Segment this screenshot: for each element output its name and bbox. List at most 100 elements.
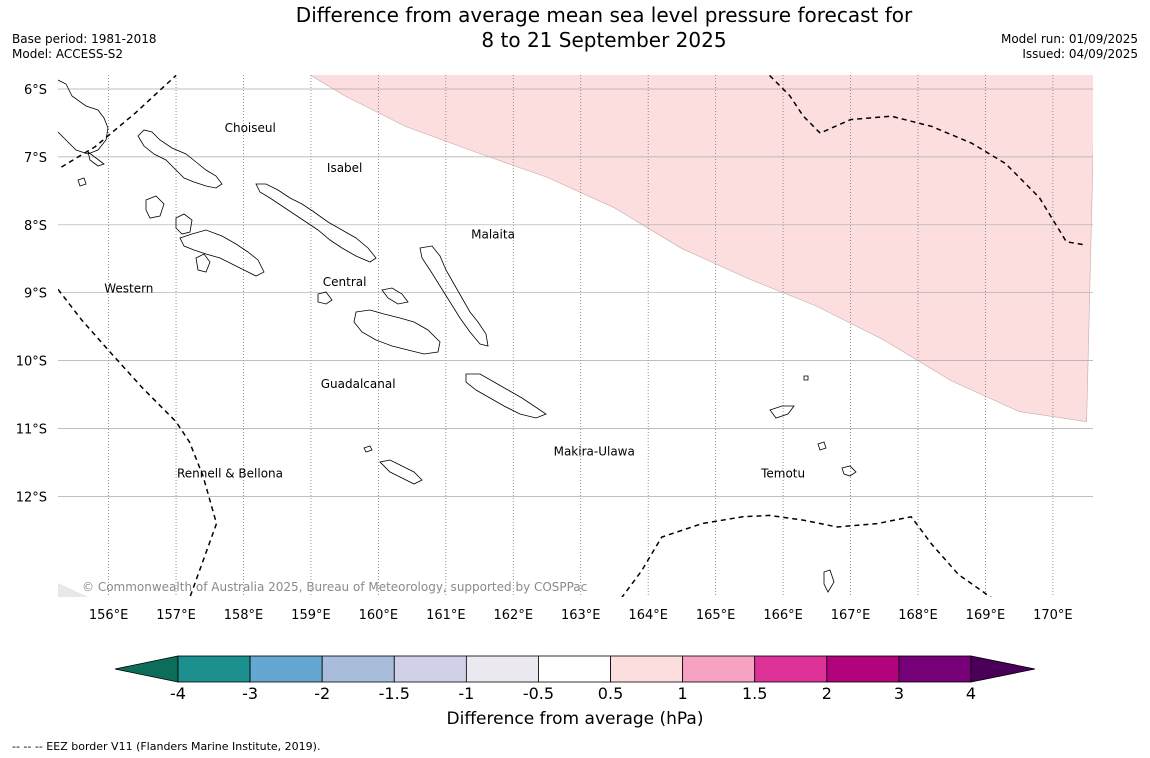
province-label: Malaita [471, 227, 515, 241]
lon-tick-label: 170°E [1033, 608, 1073, 623]
colorbar-tick-label: 3 [893, 684, 904, 703]
lon-tick-label: 165°E [696, 608, 736, 623]
colorbar-swatch [898, 655, 972, 683]
colorbar-tick-label: -4 [170, 684, 186, 703]
colorbar-tick-label: 0.5 [597, 684, 624, 703]
lat-tick-label: 8°S [24, 219, 47, 234]
choiseul-coastline [137, 129, 223, 189]
lon-tick-label: 158°E [224, 608, 264, 623]
graticule [58, 75, 1093, 597]
model-name: Model: ACCESS-S2 [12, 47, 124, 61]
colorbar-swatch [826, 655, 900, 683]
colorbar-swatch [393, 655, 467, 683]
eez-border-line [58, 288, 218, 597]
new-georgia-coastline [179, 229, 265, 277]
eez-border-line [60, 75, 177, 168]
colorbar-swatch [754, 655, 828, 683]
shortland-coastline [77, 177, 87, 187]
lon-tick-label: 162°E [494, 608, 534, 623]
colorbar-extend-high [970, 655, 1036, 683]
province-label: Guadalcanal [321, 377, 396, 391]
colorbar-title: Difference from average (hPa) [446, 709, 704, 729]
kolombangara-coastline [175, 213, 193, 235]
colorbar-swatch [177, 655, 251, 683]
title-line-2: 8 to 21 September 2025 [481, 28, 727, 52]
title-line-1: Difference from average mean sea level p… [295, 3, 913, 27]
lon-tick-label: 166°E [763, 608, 803, 623]
bougainville-coastline [58, 79, 109, 155]
duff-islands-coastline [803, 375, 809, 381]
colorbar-tick-label: 2 [821, 684, 832, 703]
lat-tick-label: 11°S [16, 423, 47, 438]
corner-shade [58, 583, 88, 597]
lon-tick-label: 156°E [89, 608, 129, 623]
colorbar-extend-low [114, 655, 179, 683]
lon-tick-label: 167°E [831, 608, 871, 623]
malaita-coastline [419, 245, 489, 347]
province-label: Central [323, 275, 367, 289]
bellona-coastline [363, 445, 373, 453]
anomaly-fill-layer [310, 75, 1093, 423]
colorbar-tick-label: 1 [677, 684, 688, 703]
lon-tick-label: 159°E [291, 608, 331, 623]
florida-islands-coastline [381, 287, 409, 305]
makira-coastline [465, 373, 547, 419]
lon-tick-label: 168°E [898, 608, 938, 623]
colorbar-swatch [249, 655, 323, 683]
lon-tick-label: 160°E [359, 608, 399, 623]
province-label: Isabel [327, 161, 362, 175]
lon-tick-label: 163°E [561, 608, 601, 623]
axis-tick-labels: 156°E 157°E 158°E 159°E 160°E 161°E 162°E 163°E… [16, 83, 1073, 623]
province-label: Western [104, 282, 153, 296]
lon-tick-label: 161°E [426, 608, 466, 623]
colorbar-tick-label: -1 [458, 684, 475, 703]
eez-border-layer [58, 75, 1087, 597]
nendo-coastline [769, 405, 795, 419]
copyright-notice: © Commonwealth of Australia 2025, Bureau… [82, 580, 588, 594]
eez-border-line [769, 75, 1087, 246]
province-label: Makira-Ulawa [554, 445, 635, 459]
lat-tick-label: 9°S [24, 287, 47, 302]
issued-date: Issued: 04/09/2025 [1022, 47, 1138, 61]
colorbar-swatch [610, 655, 684, 683]
colorbar-swatch [682, 655, 756, 683]
lat-tick-label: 10°S [16, 355, 47, 370]
map-title: Difference from average mean sea level p… [0, 3, 1150, 53]
province-labels: Choiseul Isabel Malaita Western Central Guada… [104, 121, 805, 481]
rendova-coastline [195, 253, 211, 273]
eez-border-line [621, 514, 992, 597]
lat-tick-label: 12°S [16, 490, 47, 505]
model-run: Model run: 01/09/2025 [1000, 32, 1138, 46]
province-label: Temotu [760, 466, 805, 480]
utupua-coastline [817, 441, 827, 451]
colorbar-swatch [538, 655, 611, 683]
vanikoro-coastline [841, 465, 857, 477]
colorbar-tick-label: -2 [314, 684, 331, 703]
tikopia-coastline [823, 569, 835, 593]
lon-tick-label: 164°E [628, 608, 668, 623]
province-label: Choiseul [225, 121, 276, 135]
province-label: Rennell & Bellona [177, 466, 283, 480]
lon-tick-label: 169°E [966, 608, 1006, 623]
run-info: Model run: 01/09/2025 Issued: 04/09/2025 [1001, 32, 1138, 62]
guadalcanal-coastline [353, 309, 441, 355]
rennell-coastline [379, 459, 423, 485]
anomaly-region-0-5-to-1 [310, 75, 1093, 423]
colorbar-swatch [321, 655, 395, 683]
russell-islands-coastline [317, 291, 333, 305]
colorbar [114, 655, 1036, 683]
base-period: Base period: 1981-2018 [12, 32, 157, 46]
coastline-layer [58, 79, 857, 593]
eez-footnote: -- -- -- EEZ border V11 (Flanders Marine… [12, 740, 321, 753]
lat-tick-label: 7°S [24, 151, 47, 166]
base-info: Base period: 1981-2018 Model: ACCESS-S2 [12, 32, 157, 62]
lat-tick-label: 6°S [24, 83, 47, 98]
vella-lavella-coastline [145, 195, 165, 219]
colorbar-tick-label: -0.5 [522, 684, 555, 703]
lon-tick-label: 157°E [156, 608, 196, 623]
isabel-coastline [255, 183, 377, 263]
colorbar-tick-label: 1.5 [741, 684, 768, 703]
colorbar-tick-label: -3 [242, 684, 259, 703]
bougainville-south-coastline [87, 151, 105, 167]
